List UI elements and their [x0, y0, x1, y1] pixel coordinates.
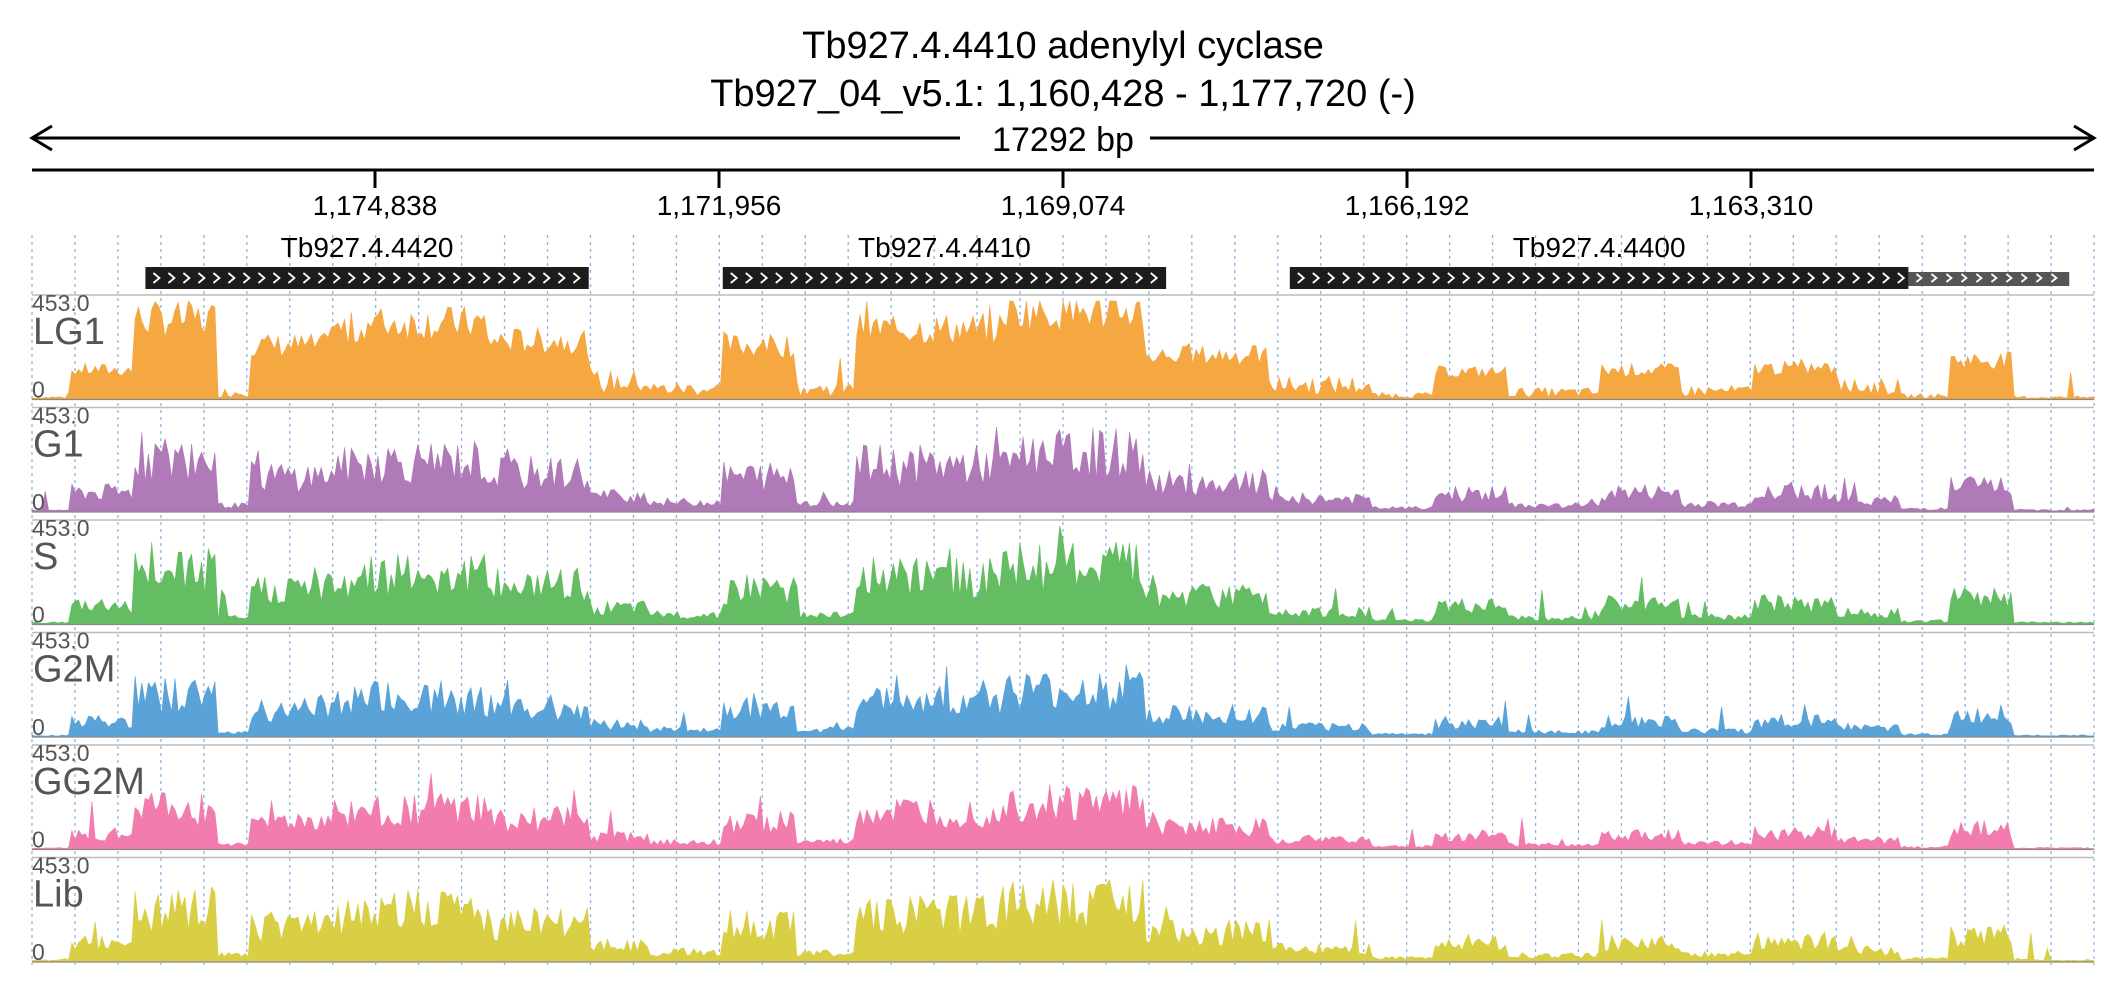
strand-chevrons: [730, 272, 1159, 284]
gene-label[interactable]: Tb927.4.4420: [281, 232, 454, 263]
ruler-tick-label: 1,169,074: [1001, 190, 1126, 221]
gene-title: Tb927.4.4410 adenylyl cyclase: [802, 25, 1324, 67]
strand-chevrons: [1297, 272, 2058, 284]
span-arrow-left-head: [29, 124, 53, 152]
coverage-area: [31, 299, 2095, 400]
track-name-label: G1: [33, 424, 84, 466]
ruler-tick-label: 1,171,956: [657, 190, 782, 221]
gene-feature-bar[interactable]: [722, 267, 1167, 289]
gene-label[interactable]: Tb927.4.4400: [1513, 232, 1686, 263]
track-min-label: 0: [32, 714, 45, 740]
gene-label[interactable]: Tb927.4.4410: [858, 232, 1031, 263]
strand-chevrons: [152, 272, 581, 284]
ruler-ticks: 1,174,838 1,171,956 1,169,074 1,166,192 …: [313, 170, 1814, 221]
track-max-label: 453.0: [32, 290, 90, 316]
track-G1: 453.0 0 G1: [31, 403, 2095, 515]
track-min-label: 0: [32, 827, 45, 853]
track-name-label: LG1: [33, 311, 105, 353]
track-min-label: 0: [32, 377, 45, 403]
ruler-tick-label: 1,163,310: [1689, 190, 1814, 221]
ruler-tick-label: 1,174,838: [313, 190, 438, 221]
coverage-area: [31, 879, 2095, 963]
track-min-label: 0: [32, 489, 45, 515]
track-Lib: 453.0 0 Lib: [31, 853, 2095, 965]
coverage-tracks: 453.0 0 LG1 453.0 0 G1 453.0 0 S 453.0 0…: [31, 290, 2095, 965]
track-max-label: 453.0: [32, 628, 90, 654]
gene-feature-bar[interactable]: [145, 267, 589, 289]
span-arrow-right-head: [2073, 124, 2097, 152]
locus-coordinates: Tb927_04_v5.1: 1,160,428 - 1,177,720 (-): [710, 73, 1416, 115]
coverage-area: [31, 773, 2095, 850]
track-name-label: GG2M: [33, 761, 145, 803]
track-name-label: S: [33, 536, 58, 578]
coverage-area: [31, 664, 2095, 738]
track-S: 453.0 0 S: [31, 515, 2095, 628]
track-max-label: 453.0: [32, 403, 90, 429]
track-LG1: 453.0 0 LG1: [31, 290, 2095, 403]
gene-annotation-track: Tb927.4.4420 Tb927.4.4410 Tb927.4.4400: [145, 232, 2070, 289]
track-GG2M: 453.0 0 GG2M: [31, 740, 2095, 853]
ruler-tick-label: 1,166,192: [1345, 190, 1470, 221]
span-arrow: [29, 124, 2097, 152]
track-min-label: 0: [32, 602, 45, 628]
track-G2M: 453.0 0 G2M: [31, 628, 2095, 740]
track-max-label: 453.0: [32, 853, 90, 879]
track-max-label: 453.0: [32, 740, 90, 766]
coverage-area: [31, 525, 2095, 625]
track-max-label: 453.0: [32, 515, 90, 541]
track-name-label: G2M: [33, 649, 115, 691]
gene-feature-bar[interactable]: [1289, 267, 1909, 289]
coverage-area: [31, 426, 2095, 513]
track-min-label: 0: [32, 939, 45, 965]
span-length: 17292 bp: [992, 121, 1134, 159]
track-name-label: Lib: [33, 874, 84, 916]
